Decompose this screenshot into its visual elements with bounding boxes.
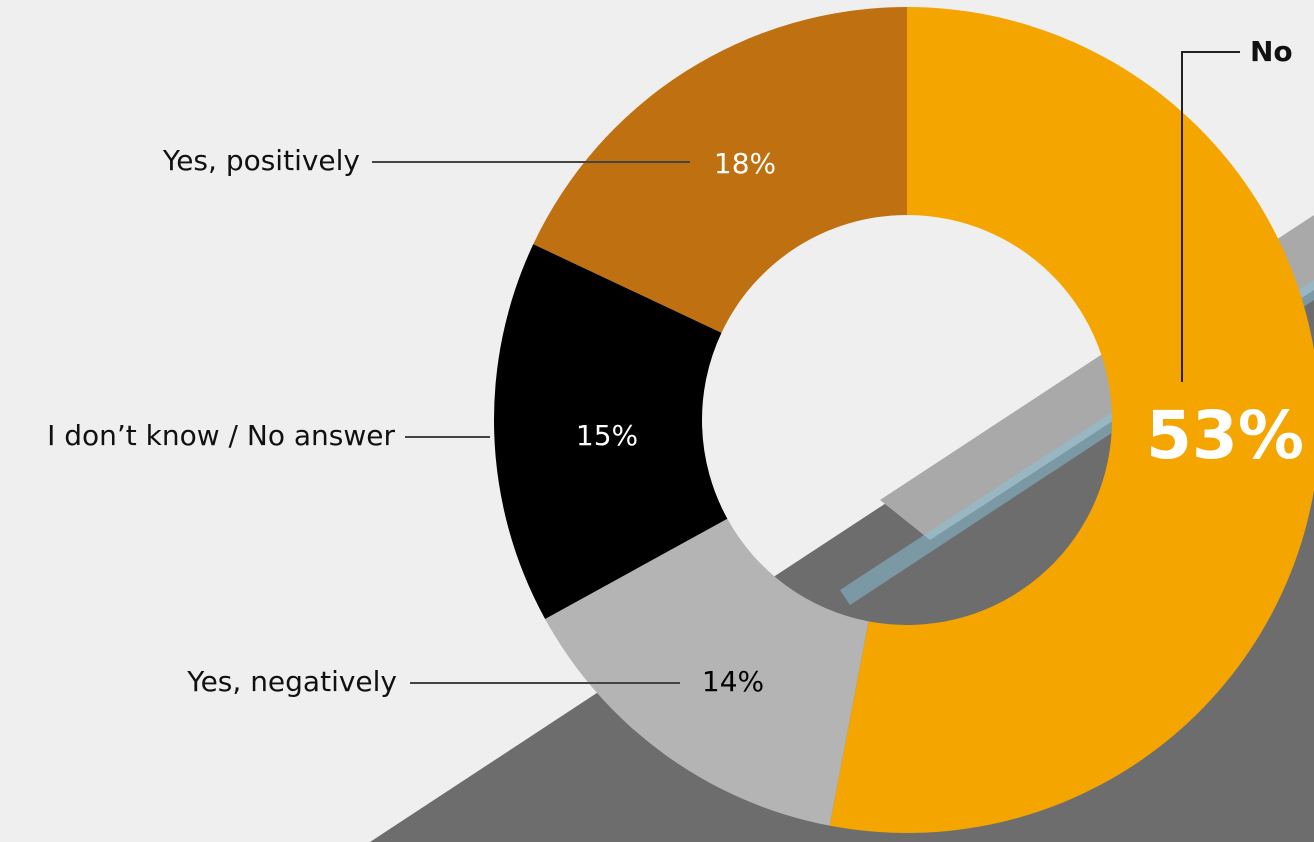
- donut-slice: [493, 244, 728, 619]
- donut-slice: [545, 518, 869, 826]
- donut: [493, 7, 1314, 833]
- category-label: Yes, positively: [162, 144, 360, 177]
- category-label: Yes, negatively: [186, 665, 397, 698]
- leader-line: [1181, 51, 1240, 382]
- value-label: 18%: [714, 147, 776, 180]
- value-label: 14%: [702, 665, 764, 698]
- donut-slice: [533, 7, 907, 333]
- category-label: No: [1250, 35, 1293, 68]
- category-label: I don’t know / No answer: [47, 419, 395, 452]
- labels: No 53% Yes, negatively 14% I don’t know / No…: [47, 35, 1304, 698]
- value-label: 15%: [576, 419, 638, 452]
- donut-slice: [829, 7, 1314, 833]
- value-label: 53%: [1146, 397, 1304, 474]
